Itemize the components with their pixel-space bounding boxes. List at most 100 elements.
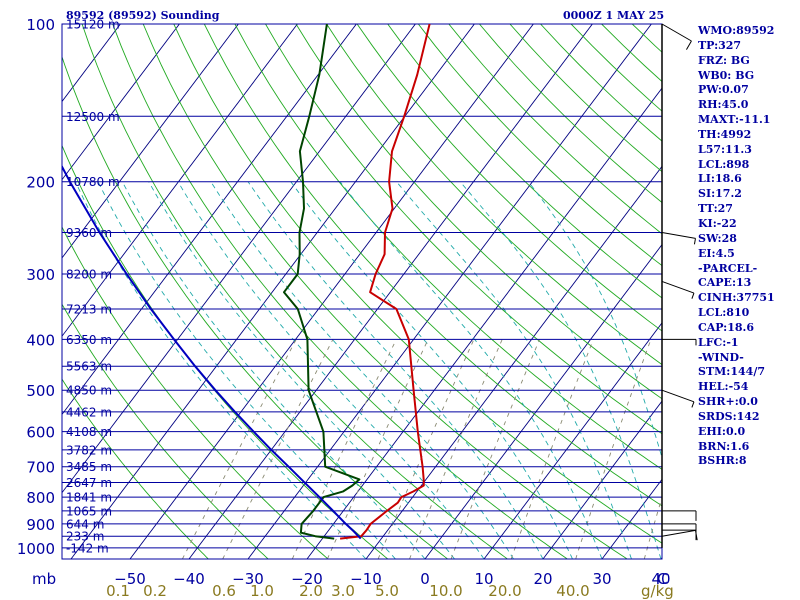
dry-adiabat — [173, 24, 662, 544]
isotherm-line — [542, 400, 662, 559]
dry-adiabat — [234, 24, 662, 470]
index-entry: MAXT:-11.1 — [698, 113, 771, 127]
dry-adiabat — [356, 24, 662, 332]
height-label: 4850 m — [66, 384, 112, 398]
moist-adiabat — [177, 181, 485, 559]
dry-adiabat — [326, 24, 662, 366]
height-label: 3485 m — [66, 460, 112, 474]
dry-adiabat — [203, 24, 662, 507]
dry-adiabat — [81, 24, 508, 559]
pressure-tick-label: 400 — [26, 331, 55, 349]
height-label: 1065 m — [66, 504, 112, 518]
wind-barb — [661, 280, 695, 299]
index-entry: BSHR:8 — [698, 454, 747, 468]
temperature-trace — [339, 24, 431, 540]
moist-adiabat — [396, 181, 632, 559]
mixing-ratio-line — [450, 339, 541, 559]
dry-adiabat — [112, 24, 568, 559]
parcel-trace — [62, 164, 362, 540]
temperature-tick-label: 20 — [533, 570, 552, 588]
temperature-tick-label: −10 — [350, 570, 382, 588]
mixing-ratio-unit-label: g/kg — [641, 582, 674, 600]
dry-adiabat — [387, 24, 662, 299]
chart-grid — [0, 24, 662, 559]
index-entry: SI:17.2 — [698, 187, 742, 201]
mixing-ratio-label: 40.0 — [556, 582, 589, 600]
pressure-tick-label: 700 — [26, 459, 55, 477]
temperature-tick-label: −30 — [232, 570, 264, 588]
temperature-tick-label: 40 — [651, 570, 670, 588]
mixing-ratio-line — [181, 339, 297, 559]
mixing-ratio-label: 1.0 — [250, 582, 274, 600]
moist-adiabat — [247, 181, 544, 559]
height-label: 5563 m — [66, 360, 112, 374]
dry-adiabat — [62, 226, 329, 559]
mixing-ratio-label: 0.1 — [106, 582, 130, 600]
index-entry: CINH:37751 — [698, 291, 775, 305]
height-label: 4108 m — [66, 425, 112, 439]
wind-barb — [661, 23, 692, 50]
mixing-ratio-label: 0.2 — [143, 582, 167, 600]
index-entry: EI:4.5 — [698, 246, 735, 260]
index-entry: WMO:89592 — [698, 24, 775, 37]
height-label: 8200 m — [66, 267, 112, 281]
pressure-tick-label: 800 — [26, 489, 55, 507]
isotherm-line — [0, 24, 61, 559]
wind-barb — [661, 389, 695, 408]
dry-adiabat — [417, 24, 662, 267]
temperature-tick-label: 30 — [592, 570, 611, 588]
isotherm-line — [62, 24, 298, 337]
index-entry: CAPE:13 — [698, 276, 752, 290]
mixing-ratio-label: 0.6 — [212, 582, 236, 600]
index-entry: SW:28 — [698, 231, 737, 245]
dry-adiabat — [62, 378, 209, 559]
height-label: 15120 m — [66, 18, 120, 32]
index-entry: FRZ: BG — [698, 53, 750, 67]
pressure-tick-label: 900 — [26, 516, 55, 534]
isotherm-line — [0, 24, 2, 559]
isotherm-line — [306, 87, 662, 559]
temperature-tick-label: −40 — [173, 570, 205, 588]
isotherm-line — [70, 24, 475, 559]
height-label: 10780 m — [66, 175, 120, 189]
height-label: 1841 m — [66, 491, 112, 505]
mixing-ratio-label: 3.0 — [331, 582, 355, 600]
index-entry: PW:0.07 — [698, 83, 749, 97]
dry-adiabat — [265, 24, 662, 435]
isotherm-line — [424, 243, 662, 559]
wind-barb — [662, 510, 697, 521]
wind-barb — [662, 523, 697, 534]
index-entry: LFC:-1 — [698, 335, 739, 349]
height-label: 6350 m — [66, 333, 112, 347]
index-entry: SRDS:142 — [698, 409, 760, 423]
pressure-unit-label: mb — [32, 570, 56, 588]
mixing-ratio-line — [377, 339, 475, 559]
moist-adiabat — [210, 181, 514, 559]
temperature-tick-label: 0 — [420, 570, 430, 588]
plot-frame — [61, 23, 663, 560]
index-entry: STM:144/7 — [698, 365, 765, 379]
index-entry: TP:327 — [698, 38, 742, 52]
pressure-tick-label: 100 — [26, 16, 55, 34]
valid-time: 0000Z 1 MAY 25 — [563, 9, 665, 22]
wind-barb — [661, 529, 698, 541]
moist-adiabat — [148, 181, 455, 559]
pressure-tick-label: 200 — [26, 174, 55, 192]
isotherm-line — [62, 24, 416, 494]
isotherm-line — [483, 322, 662, 559]
isotherm-line — [129, 24, 534, 559]
index-entry: WB0: BG — [698, 68, 755, 82]
mixing-ratio-label: 10.0 — [429, 582, 462, 600]
isotherm-line — [188, 24, 593, 559]
index-entry: LI:18.6 — [698, 172, 742, 186]
index-entry: TH:4992 — [698, 127, 752, 141]
moist-adiabat — [121, 181, 426, 559]
mixing-ratio-line — [222, 339, 334, 559]
dewpoint-trace — [283, 24, 361, 540]
index-entry: -WIND- — [698, 350, 744, 364]
height-label: 233 m — [66, 530, 104, 544]
dry-adiabat — [62, 303, 269, 559]
mixing-ratio-label: 2.0 — [299, 582, 323, 600]
height-label: 3782 m — [66, 443, 112, 457]
